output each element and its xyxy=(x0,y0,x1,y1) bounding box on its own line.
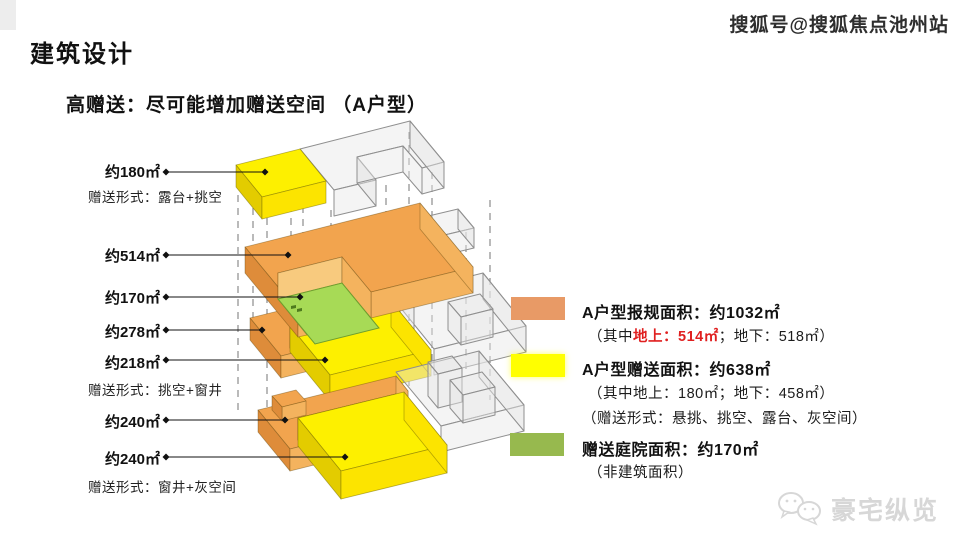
floor4-yellow-gift-slab xyxy=(297,391,448,500)
legend-sub-gift-area-2: （赠送形式：悬挑、挑空、露台、灰空间） xyxy=(582,411,867,427)
legend-title-gift-area: A户型赠送面积：约638㎡ xyxy=(582,362,771,379)
brand-logo: 豪宅纵览 xyxy=(777,491,939,527)
area-label-514: 约514㎡ xyxy=(104,248,160,265)
brand-logo-text: 豪宅纵览 xyxy=(830,497,939,525)
area-label-218: 约218㎡ xyxy=(104,355,160,372)
floor4-gray-wireframe xyxy=(395,350,525,453)
courtyard-stamp-mark xyxy=(297,308,302,312)
legend-swatch-planned-area xyxy=(511,297,565,320)
floor2-orange-slab xyxy=(244,202,474,338)
legend-title-courtyard-area: 赠送庭院面积：约170㎡ xyxy=(582,442,759,459)
area-label-170: 约170㎡ xyxy=(104,290,160,307)
legend-swatch-courtyard-area xyxy=(510,433,564,456)
legend-title-planned-area: A户型报规面积：约1032㎡ xyxy=(582,305,781,322)
floor1-gray-wireframe xyxy=(299,120,445,217)
legend-sub-aboveground-highlight: 地上：514㎡ xyxy=(633,329,719,345)
area-label-240b: 约240㎡ xyxy=(104,451,160,468)
courtyard-stamp-mark xyxy=(291,305,296,309)
floor1-yellow-terrace-slab xyxy=(235,148,327,220)
legend-sub-suffix: ；地下：518㎡） xyxy=(718,329,835,345)
form-label-terrace: 赠送形式：露台+挑空 xyxy=(88,190,223,205)
page-title: 建筑设计 xyxy=(30,41,134,68)
legend-sub-prefix: （其中 xyxy=(588,329,633,345)
area-label-278: 约278㎡ xyxy=(104,324,160,341)
form-label-grayspace: 赠送形式：窗井+灰空间 xyxy=(88,480,237,495)
scan-corner-artifact xyxy=(0,0,16,30)
area-label-180: 约180㎡ xyxy=(104,164,160,181)
legend-sub-planned-area: （其中地上：514㎡；地下：518㎡） xyxy=(588,325,834,346)
form-label-void: 赠送形式：挑空+窗井 xyxy=(88,383,223,398)
legend-sub-gift-area-1: （其中地上：180㎡；地下：458㎡） xyxy=(588,386,835,402)
legend-swatch-gift-area xyxy=(511,354,565,377)
area-label-240a: 约240㎡ xyxy=(104,414,160,431)
legend-sub-courtyard-area: （非建筑面积） xyxy=(588,465,693,481)
subtitle: 高赠送：尽可能增加赠送空间 （A户型） xyxy=(66,95,428,116)
watermark-sohu: 搜狐号@搜狐焦点池州站 xyxy=(729,15,949,36)
wechat-bubbles-icon xyxy=(777,492,821,526)
leader-lines xyxy=(162,168,349,461)
